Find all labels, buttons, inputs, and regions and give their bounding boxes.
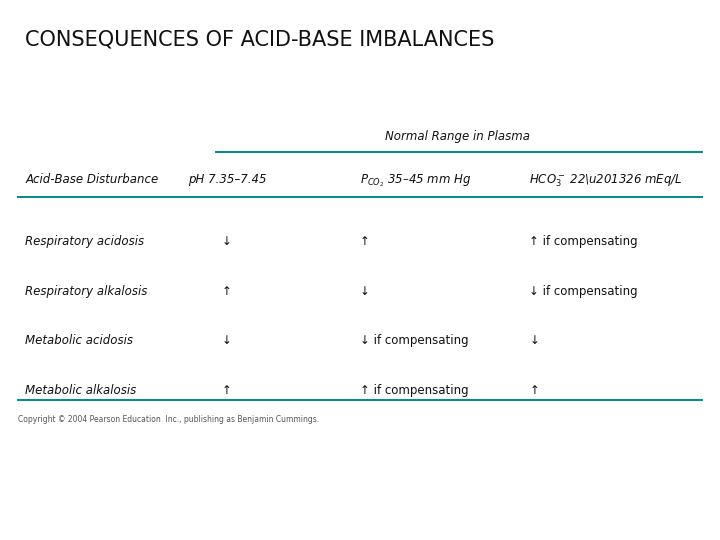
Text: Respiratory acidosis: Respiratory acidosis — [25, 235, 144, 248]
Text: Acid-Base Disturbance: Acid-Base Disturbance — [25, 173, 158, 186]
Text: ↓ if compensating: ↓ if compensating — [529, 285, 638, 298]
Text: ↑: ↑ — [222, 285, 232, 298]
Text: CONSEQUENCES OF ACID-BASE IMBALANCES: CONSEQUENCES OF ACID-BASE IMBALANCES — [25, 30, 495, 50]
Text: ↓: ↓ — [222, 334, 232, 347]
Text: ↓: ↓ — [222, 235, 232, 248]
Text: Normal Range in Plasma: Normal Range in Plasma — [384, 130, 530, 143]
Text: ↑: ↑ — [360, 235, 370, 248]
Text: ↓: ↓ — [360, 285, 370, 298]
Text: ↑ if compensating: ↑ if compensating — [360, 384, 469, 397]
Text: ↓ if compensating: ↓ if compensating — [360, 334, 469, 347]
Text: Copyright © 2004 Pearson Education  Inc., publishing as Benjamin Cummings.: Copyright © 2004 Pearson Education Inc.,… — [18, 415, 319, 424]
Text: ↑ if compensating: ↑ if compensating — [529, 235, 638, 248]
Text: ↓: ↓ — [529, 334, 539, 347]
Text: Metabolic acidosis: Metabolic acidosis — [25, 334, 133, 347]
Text: ↑: ↑ — [222, 384, 232, 397]
Text: $P_{CO_2}$ 35–45 mm Hg: $P_{CO_2}$ 35–45 mm Hg — [360, 173, 472, 190]
Text: HCO$_3^-$ 22\u201326 mEq/L: HCO$_3^-$ 22\u201326 mEq/L — [529, 173, 683, 190]
Text: Respiratory alkalosis: Respiratory alkalosis — [25, 285, 148, 298]
Text: ↑: ↑ — [529, 384, 539, 397]
Text: Metabolic alkalosis: Metabolic alkalosis — [25, 384, 137, 397]
Text: pH 7.35–7.45: pH 7.35–7.45 — [187, 173, 266, 186]
